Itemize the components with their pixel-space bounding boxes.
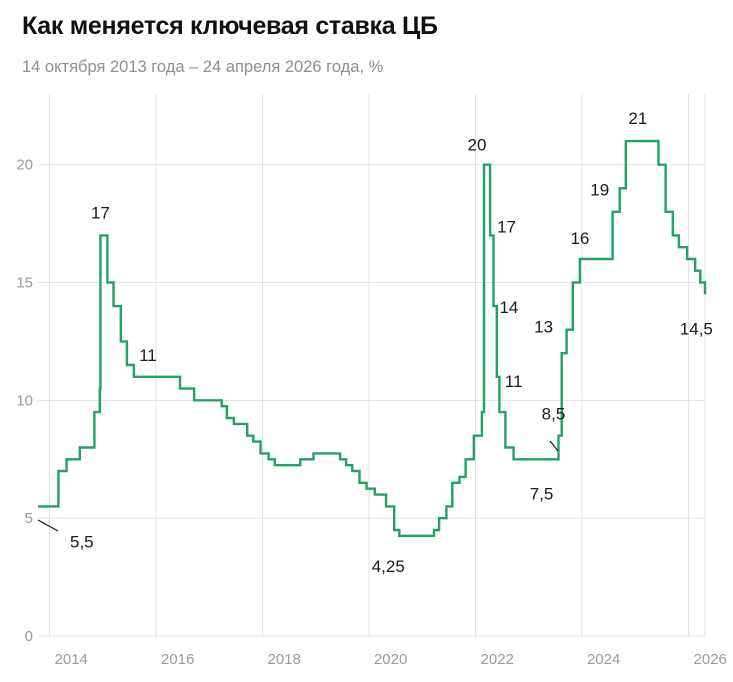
x-tick-label: 2022 xyxy=(481,651,514,668)
x-tick-label: 2024 xyxy=(587,651,620,668)
y-tick-label: 15 xyxy=(16,275,33,292)
y-tick-label: 10 xyxy=(16,392,33,409)
x-tick-label: 2020 xyxy=(374,651,407,668)
y-tick-label: 5 xyxy=(25,510,33,527)
series-group xyxy=(38,139,707,537)
x-tick-label: 2018 xyxy=(268,651,301,668)
key-rate-line xyxy=(38,139,707,537)
data-label: 20 xyxy=(468,136,487,155)
x-tick-label: 2016 xyxy=(161,651,194,668)
annotation-leader xyxy=(37,519,59,532)
x-axis: 2014 2016 2018 2020 2022 2024 2026 xyxy=(55,651,727,668)
y-tick-label: 20 xyxy=(16,157,33,174)
annotation-leader xyxy=(549,440,559,452)
chart-title: Как меняется ключевая ставка ЦБ xyxy=(22,12,438,40)
data-label: 16 xyxy=(570,229,589,248)
data-label: 11 xyxy=(139,346,157,365)
y-tick-label: 0 xyxy=(25,628,33,645)
data-label: 21 xyxy=(628,109,647,128)
x-tick-label: 2014 xyxy=(55,651,88,668)
data-label: 4,25 xyxy=(372,557,405,576)
data-label: 7,5 xyxy=(530,484,554,503)
data-labels: 5,5 17 11 4,25 20 17 14 11 7,5 8,5 13 16 19 21 14,5 xyxy=(37,109,713,576)
data-label: 17 xyxy=(91,203,110,222)
horizontal-gridlines xyxy=(38,164,705,637)
data-label: 14 xyxy=(499,298,518,317)
data-label: 13 xyxy=(534,318,553,337)
data-label: 17 xyxy=(497,217,516,236)
vertical-gridlines xyxy=(49,94,706,636)
data-label: 5,5 xyxy=(70,532,94,551)
data-label: 14,5 xyxy=(680,319,713,338)
x-tick-label: 2026 xyxy=(694,651,727,668)
data-label: 8,5 xyxy=(542,405,566,424)
chart-subtitle: 14 октября 2013 года – 24 апреля 2026 го… xyxy=(22,58,384,76)
y-axis: 0 5 10 15 20 xyxy=(16,157,33,645)
data-label: 19 xyxy=(590,180,609,199)
data-label: 11 xyxy=(505,372,523,391)
